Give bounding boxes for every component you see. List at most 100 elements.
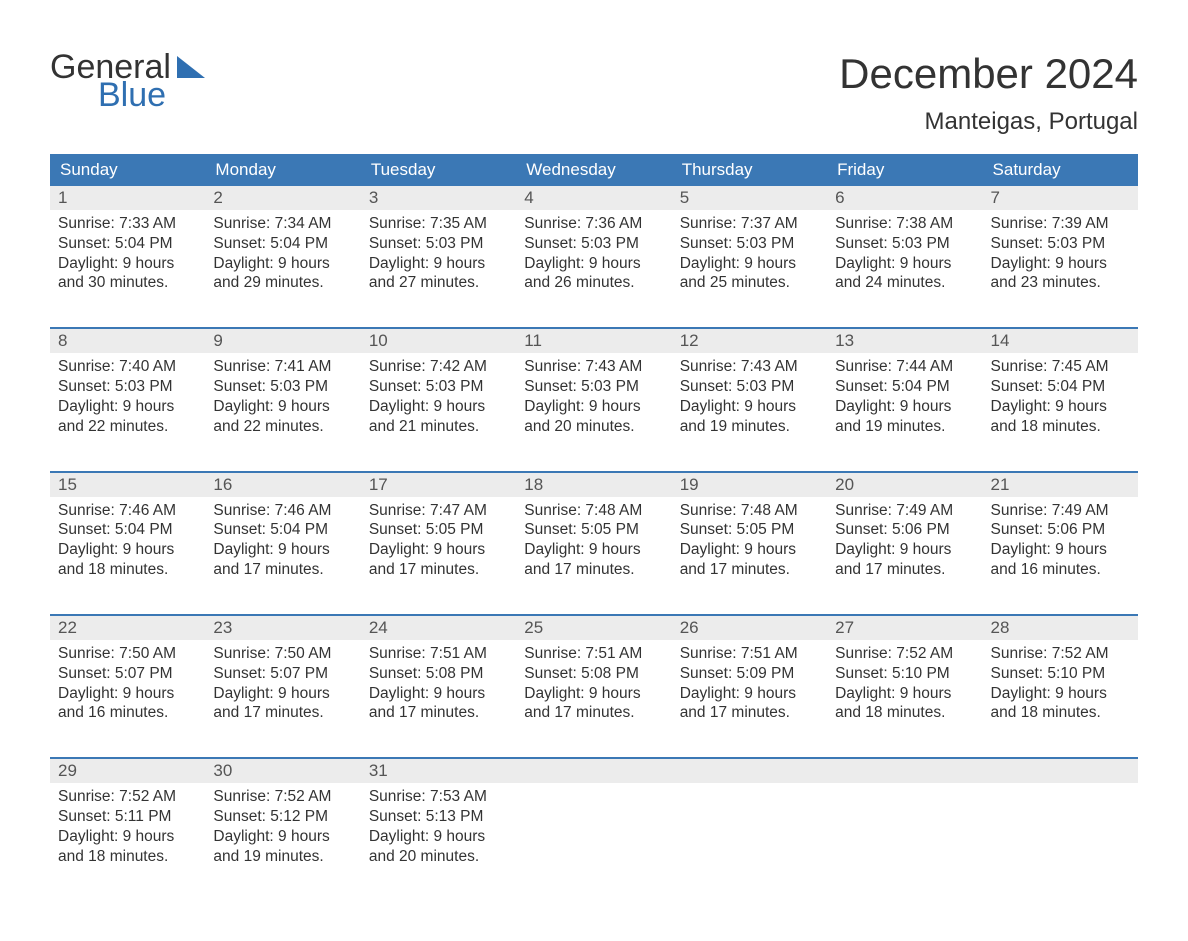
day-cell: 28Sunrise: 7:52 AMSunset: 5:10 PMDayligh… bbox=[983, 616, 1138, 729]
day-cell: 11Sunrise: 7:43 AMSunset: 5:03 PMDayligh… bbox=[516, 329, 671, 442]
daylight-line-1: Daylight: 9 hours bbox=[58, 684, 197, 704]
sunset-line: Sunset: 5:07 PM bbox=[213, 664, 352, 684]
daylight-line-1: Daylight: 9 hours bbox=[213, 684, 352, 704]
day-cell: 12Sunrise: 7:43 AMSunset: 5:03 PMDayligh… bbox=[672, 329, 827, 442]
day-body: Sunrise: 7:47 AMSunset: 5:05 PMDaylight:… bbox=[361, 497, 516, 586]
sunset-line: Sunset: 5:05 PM bbox=[369, 520, 508, 540]
daylight-line-2: and 17 minutes. bbox=[524, 560, 663, 580]
page-title: December 2024 bbox=[839, 50, 1138, 98]
week-row: 29Sunrise: 7:52 AMSunset: 5:11 PMDayligh… bbox=[50, 757, 1138, 872]
sunrise-line: Sunrise: 7:52 AM bbox=[58, 787, 197, 807]
daylight-line-1: Daylight: 9 hours bbox=[991, 254, 1130, 274]
day-number: 14 bbox=[983, 329, 1138, 353]
day-number: 28 bbox=[983, 616, 1138, 640]
daylight-line-1: Daylight: 9 hours bbox=[369, 397, 508, 417]
daylight-line-1: Daylight: 9 hours bbox=[524, 684, 663, 704]
daylight-line-2: and 22 minutes. bbox=[58, 417, 197, 437]
sunrise-line: Sunrise: 7:42 AM bbox=[369, 357, 508, 377]
daylight-line-1: Daylight: 9 hours bbox=[369, 254, 508, 274]
day-body: Sunrise: 7:44 AMSunset: 5:04 PMDaylight:… bbox=[827, 353, 982, 442]
day-body: Sunrise: 7:42 AMSunset: 5:03 PMDaylight:… bbox=[361, 353, 516, 442]
day-number: 25 bbox=[516, 616, 671, 640]
sunset-line: Sunset: 5:04 PM bbox=[213, 520, 352, 540]
day-number: 20 bbox=[827, 473, 982, 497]
sunrise-line: Sunrise: 7:45 AM bbox=[991, 357, 1130, 377]
day-number: 23 bbox=[205, 616, 360, 640]
day-cell: 14Sunrise: 7:45 AMSunset: 5:04 PMDayligh… bbox=[983, 329, 1138, 442]
sunrise-line: Sunrise: 7:48 AM bbox=[680, 501, 819, 521]
daylight-line-2: and 18 minutes. bbox=[991, 703, 1130, 723]
day-number bbox=[827, 759, 982, 783]
sunset-line: Sunset: 5:11 PM bbox=[58, 807, 197, 827]
day-body: Sunrise: 7:43 AMSunset: 5:03 PMDaylight:… bbox=[672, 353, 827, 442]
sunset-line: Sunset: 5:09 PM bbox=[680, 664, 819, 684]
sunrise-line: Sunrise: 7:39 AM bbox=[991, 214, 1130, 234]
sunset-line: Sunset: 5:03 PM bbox=[524, 234, 663, 254]
brand-word-2: Blue bbox=[98, 78, 205, 112]
daylight-line-2: and 16 minutes. bbox=[991, 560, 1130, 580]
sunrise-line: Sunrise: 7:52 AM bbox=[991, 644, 1130, 664]
daylight-line-1: Daylight: 9 hours bbox=[213, 827, 352, 847]
daylight-line-1: Daylight: 9 hours bbox=[680, 684, 819, 704]
day-cell: 8Sunrise: 7:40 AMSunset: 5:03 PMDaylight… bbox=[50, 329, 205, 442]
sunset-line: Sunset: 5:03 PM bbox=[680, 234, 819, 254]
sunset-line: Sunset: 5:04 PM bbox=[213, 234, 352, 254]
daylight-line-2: and 17 minutes. bbox=[213, 560, 352, 580]
day-body: Sunrise: 7:49 AMSunset: 5:06 PMDaylight:… bbox=[827, 497, 982, 586]
day-body: Sunrise: 7:53 AMSunset: 5:13 PMDaylight:… bbox=[361, 783, 516, 872]
day-body: Sunrise: 7:51 AMSunset: 5:09 PMDaylight:… bbox=[672, 640, 827, 729]
day-body: Sunrise: 7:37 AMSunset: 5:03 PMDaylight:… bbox=[672, 210, 827, 299]
daylight-line-2: and 17 minutes. bbox=[369, 560, 508, 580]
day-cell: 22Sunrise: 7:50 AMSunset: 5:07 PMDayligh… bbox=[50, 616, 205, 729]
daylight-line-1: Daylight: 9 hours bbox=[991, 397, 1130, 417]
weekday-header: Friday bbox=[827, 154, 982, 186]
daylight-line-2: and 24 minutes. bbox=[835, 273, 974, 293]
sunset-line: Sunset: 5:03 PM bbox=[369, 234, 508, 254]
day-body: Sunrise: 7:52 AMSunset: 5:11 PMDaylight:… bbox=[50, 783, 205, 872]
day-body: Sunrise: 7:49 AMSunset: 5:06 PMDaylight:… bbox=[983, 497, 1138, 586]
day-number: 16 bbox=[205, 473, 360, 497]
daylight-line-1: Daylight: 9 hours bbox=[524, 540, 663, 560]
day-cell: 5Sunrise: 7:37 AMSunset: 5:03 PMDaylight… bbox=[672, 186, 827, 299]
day-number: 24 bbox=[361, 616, 516, 640]
daylight-line-1: Daylight: 9 hours bbox=[835, 684, 974, 704]
weekday-header: Monday bbox=[205, 154, 360, 186]
sunset-line: Sunset: 5:10 PM bbox=[991, 664, 1130, 684]
sunrise-line: Sunrise: 7:49 AM bbox=[835, 501, 974, 521]
day-number: 26 bbox=[672, 616, 827, 640]
day-body bbox=[672, 783, 827, 853]
week-row: 8Sunrise: 7:40 AMSunset: 5:03 PMDaylight… bbox=[50, 327, 1138, 442]
day-number: 3 bbox=[361, 186, 516, 210]
daylight-line-1: Daylight: 9 hours bbox=[369, 540, 508, 560]
daylight-line-2: and 17 minutes. bbox=[524, 703, 663, 723]
title-block: December 2024 Manteigas, Portugal bbox=[839, 50, 1138, 136]
day-body: Sunrise: 7:48 AMSunset: 5:05 PMDaylight:… bbox=[672, 497, 827, 586]
day-body: Sunrise: 7:38 AMSunset: 5:03 PMDaylight:… bbox=[827, 210, 982, 299]
daylight-line-1: Daylight: 9 hours bbox=[524, 397, 663, 417]
sunset-line: Sunset: 5:08 PM bbox=[369, 664, 508, 684]
sunrise-line: Sunrise: 7:44 AM bbox=[835, 357, 974, 377]
sunset-line: Sunset: 5:06 PM bbox=[835, 520, 974, 540]
sunset-line: Sunset: 5:03 PM bbox=[369, 377, 508, 397]
day-cell: 29Sunrise: 7:52 AMSunset: 5:11 PMDayligh… bbox=[50, 759, 205, 872]
daylight-line-1: Daylight: 9 hours bbox=[835, 254, 974, 274]
sunrise-line: Sunrise: 7:50 AM bbox=[213, 644, 352, 664]
day-cell: 27Sunrise: 7:52 AMSunset: 5:10 PMDayligh… bbox=[827, 616, 982, 729]
sunrise-line: Sunrise: 7:50 AM bbox=[58, 644, 197, 664]
daylight-line-1: Daylight: 9 hours bbox=[680, 540, 819, 560]
day-number: 11 bbox=[516, 329, 671, 353]
daylight-line-2: and 20 minutes. bbox=[369, 847, 508, 867]
sunset-line: Sunset: 5:03 PM bbox=[835, 234, 974, 254]
sunrise-line: Sunrise: 7:36 AM bbox=[524, 214, 663, 234]
day-cell bbox=[827, 759, 982, 872]
sunrise-line: Sunrise: 7:43 AM bbox=[524, 357, 663, 377]
day-number: 19 bbox=[672, 473, 827, 497]
sunset-line: Sunset: 5:12 PM bbox=[213, 807, 352, 827]
daylight-line-2: and 20 minutes. bbox=[524, 417, 663, 437]
daylight-line-1: Daylight: 9 hours bbox=[58, 540, 197, 560]
weekday-header: Thursday bbox=[672, 154, 827, 186]
sunset-line: Sunset: 5:07 PM bbox=[58, 664, 197, 684]
day-number: 31 bbox=[361, 759, 516, 783]
day-cell: 16Sunrise: 7:46 AMSunset: 5:04 PMDayligh… bbox=[205, 473, 360, 586]
sunrise-line: Sunrise: 7:37 AM bbox=[680, 214, 819, 234]
